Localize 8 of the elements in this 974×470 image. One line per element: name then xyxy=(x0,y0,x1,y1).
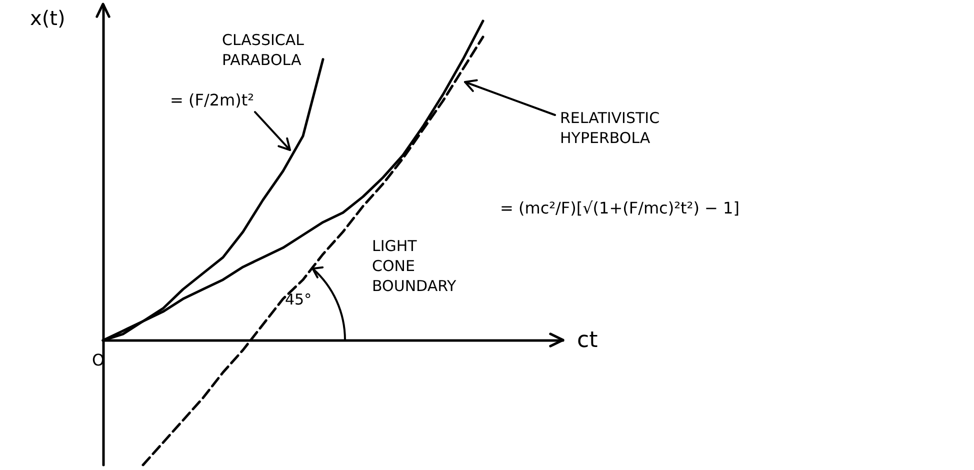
y-axis-title: x(t) xyxy=(30,6,66,30)
annotation: = (F/2m)t² xyxy=(170,90,254,110)
text: RELATIVISTIC HYPERBOLA xyxy=(560,109,660,147)
series-label: CLASSICAL PARABOLA xyxy=(222,31,305,69)
annotation: 45° xyxy=(285,290,312,308)
series-label: LIGHT CONE BOUNDARY xyxy=(372,237,458,295)
annotation: = (mc²/F)[√(1+(F/mc)²t²) − 1] xyxy=(500,198,740,218)
x-axis-title: ct xyxy=(577,328,598,353)
